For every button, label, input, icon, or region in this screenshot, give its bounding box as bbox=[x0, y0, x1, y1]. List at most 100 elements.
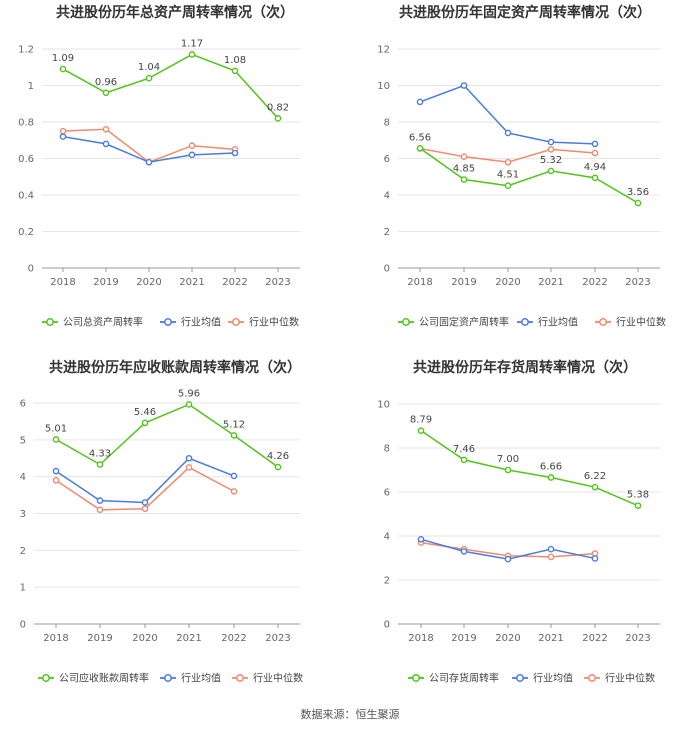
data-point-median bbox=[96, 506, 104, 514]
y-tick-label: 2 bbox=[384, 576, 390, 587]
data-point-average bbox=[417, 536, 425, 543]
chart-1: 共进股份历年总资产周转率情况（次） 0 0.2 0.4 0.6 0.8 1 1.2 2018 20… bbox=[18, 4, 300, 329]
y-tick-label: 8 bbox=[384, 444, 390, 455]
y-tick-label: 10 bbox=[377, 400, 390, 411]
data-source: 数据来源：恒生聚源 bbox=[300, 708, 400, 721]
x-tick-label: 2021 bbox=[176, 633, 201, 644]
data-point-median bbox=[504, 158, 512, 166]
data-label: 4.94 bbox=[584, 162, 606, 173]
data-point-average bbox=[231, 149, 239, 157]
y-tick-label: 0 bbox=[384, 620, 390, 631]
data-point-company bbox=[52, 436, 60, 443]
data-point-average bbox=[52, 467, 60, 475]
data-point-average bbox=[96, 497, 104, 504]
series-line-company bbox=[55, 403, 279, 468]
y-tick-label: 0 bbox=[20, 620, 26, 631]
legend-marker-company bbox=[46, 318, 54, 326]
x-tick-label: 2018 bbox=[50, 277, 75, 288]
legend-label-company: 公司总资产周转率 bbox=[63, 316, 143, 329]
series-line-company bbox=[419, 147, 639, 204]
chart-4: 共进股份历年存货周转率情况（次） 0 2 4 6 8 10 2018 2019 2020 2021 2… bbox=[377, 359, 660, 685]
y-tick-label: 3 bbox=[20, 509, 26, 520]
y-tick-label: 0.8 bbox=[18, 118, 34, 129]
x-tick-label: 2018 bbox=[43, 633, 68, 644]
y-tick-label: 10 bbox=[377, 81, 390, 92]
data-label: 5.01 bbox=[45, 423, 67, 434]
data-point-median bbox=[102, 126, 110, 133]
data-point-company bbox=[145, 74, 153, 82]
x-tick-label: 2020 bbox=[495, 277, 520, 288]
data-label: 5.32 bbox=[540, 155, 562, 166]
data-point-company bbox=[59, 65, 67, 73]
y-tick-label: 8 bbox=[384, 118, 390, 129]
chart-title: 共进股份历年固定资产周转率情况（次） bbox=[399, 4, 651, 21]
legend-label-median: 行业中位数 bbox=[249, 316, 299, 329]
y-tick-label: 0 bbox=[28, 264, 34, 275]
data-point-company bbox=[416, 144, 424, 152]
data-point-company bbox=[460, 456, 468, 464]
y-tick-label: 1 bbox=[20, 583, 26, 594]
data-point-median bbox=[185, 464, 193, 471]
data-point-average bbox=[185, 454, 193, 462]
data-label: 4.26 bbox=[267, 451, 289, 462]
x-tick-label: 2022 bbox=[582, 277, 607, 288]
x-tick-label: 2021 bbox=[538, 277, 563, 288]
series-line-average bbox=[55, 457, 235, 504]
y-tick-label: 1 bbox=[28, 81, 34, 92]
data-point-median bbox=[547, 146, 555, 153]
x-tick-label: 2022 bbox=[582, 633, 607, 644]
data-point-average bbox=[145, 158, 153, 166]
legend-marker-average bbox=[516, 674, 524, 682]
legend-label-average: 行业均值 bbox=[181, 316, 221, 329]
legend-label-company: 公司固定资产周转率 bbox=[419, 316, 509, 329]
data-label: 4.85 bbox=[453, 163, 475, 174]
legend-marker-median bbox=[236, 674, 244, 682]
data-point-company bbox=[591, 483, 599, 491]
legend-marker-median bbox=[599, 318, 607, 326]
data-label: 8.79 bbox=[410, 415, 432, 426]
data-point-median bbox=[141, 505, 149, 513]
data-point-company bbox=[634, 502, 642, 509]
data-label: 5.38 bbox=[627, 490, 649, 501]
data-label: 6.22 bbox=[584, 471, 606, 482]
data-label: 3.56 bbox=[627, 187, 649, 198]
x-tick-label: 2019 bbox=[451, 277, 476, 288]
data-point-average bbox=[460, 82, 468, 89]
data-point-median bbox=[591, 149, 599, 157]
chart-title: 共进股份历年存货周转率情况（次） bbox=[413, 359, 637, 376]
y-tick-label: 5 bbox=[20, 435, 26, 446]
legend-marker-average bbox=[164, 318, 172, 326]
data-label: 1.08 bbox=[224, 55, 246, 66]
y-tick-label: 4 bbox=[384, 532, 390, 543]
data-point-average bbox=[460, 548, 468, 555]
data-point-company bbox=[417, 427, 425, 434]
data-point-median bbox=[59, 127, 67, 135]
x-tick-label: 2022 bbox=[221, 633, 246, 644]
legend-label-average: 行业均值 bbox=[533, 672, 573, 685]
x-tick-label: 2021 bbox=[538, 633, 563, 644]
legend-marker-average bbox=[164, 674, 172, 682]
data-point-company bbox=[460, 176, 468, 183]
data-point-company bbox=[504, 466, 512, 474]
series-line-company bbox=[62, 53, 279, 119]
x-tick-label: 2023 bbox=[265, 633, 290, 644]
x-tick-label: 2021 bbox=[179, 277, 204, 288]
chart-2: 共进股份历年固定资产周转率情况（次） 0 2 4 6 8 10 12 2018 2019 2020 2… bbox=[377, 4, 666, 329]
x-tick-label: 2023 bbox=[625, 277, 650, 288]
legend-label-median: 行业中位数 bbox=[253, 672, 303, 685]
data-point-average bbox=[547, 545, 555, 553]
data-point-company bbox=[230, 432, 238, 439]
data-label: 7.46 bbox=[453, 444, 475, 455]
chart-title: 共进股份历年总资产周转率情况（次） bbox=[56, 4, 294, 21]
data-point-average bbox=[547, 138, 555, 146]
data-label: 4.33 bbox=[89, 449, 111, 460]
data-point-average bbox=[59, 133, 67, 140]
data-point-company bbox=[96, 461, 104, 468]
data-label: 6.66 bbox=[540, 461, 562, 472]
data-point-company bbox=[274, 463, 282, 471]
data-point-average bbox=[591, 555, 599, 562]
x-tick-label: 2020 bbox=[136, 277, 161, 288]
data-point-company bbox=[141, 419, 149, 427]
data-point-median bbox=[188, 142, 196, 150]
